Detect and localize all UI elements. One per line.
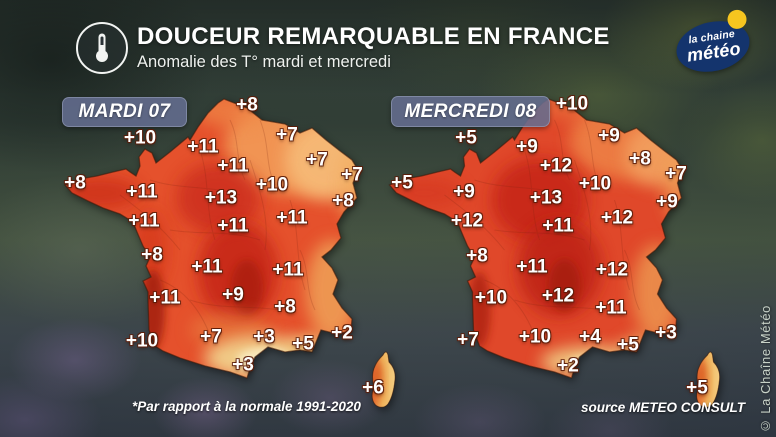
temp-anomaly-label: +8 <box>466 245 488 267</box>
temp-anomaly-label: +5 <box>455 127 477 149</box>
day-badge-mardi: MARDI 07 <box>62 97 187 127</box>
temp-anomaly-label: +7 <box>665 163 687 185</box>
map-france-mardi <box>64 98 396 408</box>
temp-anomaly-label: +8 <box>141 244 163 266</box>
day-badge-mercredi: MERCREDI 08 <box>391 96 550 127</box>
logo-text: la chaine météo <box>685 27 742 66</box>
temp-anomaly-label: +3 <box>655 322 677 344</box>
temp-anomaly-label: +5 <box>686 377 708 399</box>
top-shade-overlay <box>0 0 776 95</box>
temp-anomaly-label: +4 <box>579 326 601 348</box>
temp-anomaly-label: +13 <box>204 187 238 209</box>
temp-anomaly-label: +11 <box>272 259 304 281</box>
temp-anomaly-label: +11 <box>128 210 160 232</box>
temp-anomaly-label: +7 <box>306 149 328 171</box>
temp-anomaly-label: +10 <box>474 287 508 309</box>
temp-anomaly-label: +10 <box>255 174 289 196</box>
temp-anomaly-label: +9 <box>656 191 678 213</box>
temp-anomaly-label: +9 <box>516 136 538 158</box>
temp-anomaly-label: +3 <box>253 326 275 348</box>
temp-anomaly-label: +11 <box>542 215 574 237</box>
temp-anomaly-label: +10 <box>578 173 612 195</box>
temp-anomaly-label: +9 <box>598 125 620 147</box>
temp-anomaly-label: +5 <box>617 334 639 356</box>
temp-anomaly-label: +8 <box>64 172 86 194</box>
temp-anomaly-label: +12 <box>595 259 629 281</box>
temp-anomaly-label: +10 <box>518 326 552 348</box>
temp-anomaly-label: +11 <box>217 155 249 177</box>
temp-anomaly-label: +3 <box>232 354 254 376</box>
temp-anomaly-label: +13 <box>529 187 563 209</box>
temp-anomaly-label: +10 <box>125 330 159 352</box>
temp-anomaly-label: +2 <box>331 322 353 344</box>
temp-anomaly-label: +8 <box>274 296 296 318</box>
temp-anomaly-label: +11 <box>149 287 181 309</box>
temp-anomaly-label: +11 <box>217 215 249 237</box>
temp-anomaly-label: +6 <box>362 377 384 399</box>
thermometer-icon <box>76 22 128 74</box>
temp-anomaly-label: +2 <box>557 355 579 377</box>
temp-anomaly-label: +11 <box>516 256 548 278</box>
temp-anomaly-label: +7 <box>276 124 298 146</box>
footnote: *Par rapport à la normale 1991-2020 <box>132 399 361 414</box>
source-credit: source METEO CONSULT <box>580 400 745 415</box>
temp-anomaly-label: +11 <box>276 207 308 229</box>
temp-anomaly-label: +9 <box>222 284 244 306</box>
temp-anomaly-label: +5 <box>292 333 314 355</box>
temp-anomaly-label: +12 <box>450 210 484 232</box>
temp-anomaly-label: +11 <box>187 136 219 158</box>
corsica-mardi <box>371 351 396 408</box>
temp-anomaly-label: +12 <box>600 207 634 229</box>
temp-anomaly-label: +11 <box>126 181 158 203</box>
temp-anomaly-label: +12 <box>541 285 575 307</box>
corsica-mercredi <box>696 351 721 408</box>
temp-anomaly-label: +7 <box>457 329 479 351</box>
page-title: DOUCEUR REMARQUABLE EN FRANCE <box>137 23 610 51</box>
map-france-mercredi <box>388 98 721 408</box>
temp-anomaly-label: +9 <box>453 181 475 203</box>
copyright-vertical: © La Chaîne Météo <box>758 305 773 434</box>
temp-anomaly-label: +8 <box>629 148 651 170</box>
temp-anomaly-label: +8 <box>236 94 258 116</box>
temp-anomaly-label: +5 <box>391 172 413 194</box>
temp-anomaly-label: +7 <box>200 326 222 348</box>
temp-anomaly-label: +8 <box>332 190 354 212</box>
header: DOUCEUR REMARQUABLE EN FRANCE Anomalie d… <box>76 22 610 74</box>
temp-anomaly-label: +11 <box>191 256 223 278</box>
temp-anomaly-label: +7 <box>341 164 363 186</box>
page-subtitle: Anomalie des T° mardi et mercredi <box>137 52 391 71</box>
temp-anomaly-label: +10 <box>123 127 157 149</box>
temp-anomaly-label: +11 <box>595 297 627 319</box>
temp-anomaly-label: +10 <box>555 93 589 115</box>
temp-anomaly-label: +12 <box>539 155 573 177</box>
